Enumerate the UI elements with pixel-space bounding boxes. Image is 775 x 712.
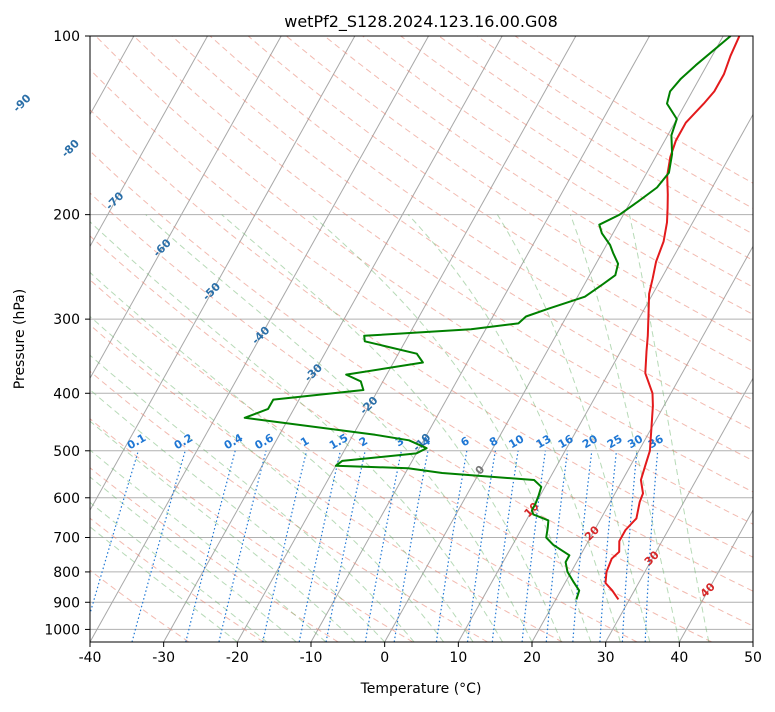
chart-title: wetPf2_S128.2024.123.16.00.G08 [284,12,558,32]
x-tick-label: -30 [152,650,175,666]
y-tick-label: 100 [53,29,80,45]
x-tick-label: 20 [523,650,541,666]
y-tick-label: 200 [53,208,80,224]
x-axis-label: Temperature (°C) [360,681,482,697]
isotherm-line [0,36,60,642]
y-tick-label: 900 [53,595,80,611]
dry-adiabat-label: -90 [10,91,33,114]
y-tick-label: 1000 [44,622,80,638]
y-tick-label: 300 [53,312,80,328]
x-tick-label: 50 [744,650,762,666]
y-tick-label: 800 [53,565,80,581]
x-tick-label: 40 [670,650,688,666]
x-tick-label: 10 [449,650,467,666]
y-tick-label: 700 [53,531,80,547]
x-tick-label: -40 [79,650,102,666]
x-tick-label: -10 [300,650,323,666]
dry-adiabat-label: -80 [59,137,82,160]
x-tick-label: 0 [380,650,389,666]
x-tick-label: 30 [597,650,615,666]
y-tick-label: 400 [53,386,80,402]
y-axis-label: Pressure (hPa) [12,289,28,389]
isotherm-line [753,36,775,642]
y-tick-label: 600 [53,491,80,507]
y-tick-label: 500 [53,444,80,460]
x-tick-label: -20 [226,650,249,666]
